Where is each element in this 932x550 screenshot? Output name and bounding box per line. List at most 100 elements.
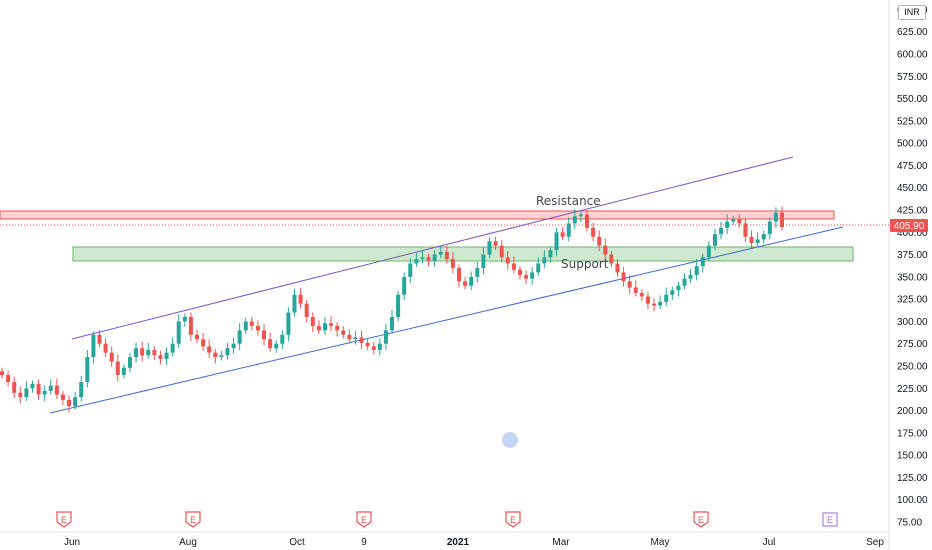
svg-text:E: E <box>510 515 516 525</box>
candle-body <box>85 357 90 383</box>
candle-body <box>585 214 589 228</box>
candle-body <box>60 394 65 400</box>
candle-body <box>658 301 663 306</box>
candle-body <box>30 383 35 389</box>
candle-body <box>493 241 498 246</box>
candle-body <box>609 254 614 264</box>
candle-body <box>0 371 4 375</box>
price-tick-label: 425.00 <box>897 206 928 217</box>
time-tick-label: Oct <box>289 537 305 548</box>
candle-body <box>499 245 504 258</box>
earnings-marker[interactable]: E <box>56 511 72 528</box>
candle-body <box>414 259 419 264</box>
price-tick-label: 175.00 <box>897 428 928 439</box>
candle-body <box>712 234 717 246</box>
support-label[interactable]: Support <box>561 257 609 271</box>
resistance-zone[interactable] <box>0 210 835 220</box>
candle-body <box>298 294 303 304</box>
candle-body <box>152 349 157 356</box>
candle-body <box>737 218 742 224</box>
candle-body <box>188 316 193 335</box>
price-tick-label: 350.00 <box>897 272 928 283</box>
currency-badge[interactable]: INR <box>898 5 926 20</box>
candle-body <box>432 254 437 261</box>
time-tick-label: Jul <box>763 537 776 548</box>
candle-body <box>146 349 151 356</box>
price-tick-label: 500.00 <box>897 139 928 150</box>
candle-body <box>420 257 425 260</box>
candle-body <box>42 390 47 395</box>
candle-body <box>578 214 583 217</box>
candle-body <box>127 357 132 368</box>
candle-body <box>121 367 126 375</box>
candle-body <box>700 257 705 267</box>
candle-body <box>243 321 248 331</box>
earnings-marker[interactable]: E <box>505 511 521 528</box>
price-tick-label: 550.00 <box>897 94 928 105</box>
price-tick-label: 450.00 <box>897 183 928 194</box>
earnings-marker[interactable]: E <box>356 511 372 528</box>
candle-body <box>548 250 553 258</box>
candle-body <box>682 278 687 286</box>
candle-body <box>688 275 693 279</box>
candle-body <box>335 325 340 331</box>
candle-body <box>359 337 364 343</box>
candle-body <box>670 290 675 295</box>
candle-body <box>91 334 96 358</box>
candle-body <box>481 254 486 268</box>
candle-body <box>329 323 334 326</box>
support-zone[interactable] <box>72 246 854 262</box>
candle-body <box>426 257 431 261</box>
future-earnings-marker[interactable]: E <box>822 512 838 527</box>
candle-body <box>103 343 108 353</box>
upper-channel-line[interactable] <box>71 156 794 340</box>
candle-body <box>396 294 401 317</box>
price-tick-label: 100.00 <box>897 495 928 506</box>
earnings-marker[interactable]: E <box>185 511 201 528</box>
price-tick-label: 600.00 <box>897 50 928 61</box>
candle-body <box>268 339 273 349</box>
svg-text:E: E <box>361 515 367 525</box>
candle-body <box>517 269 522 276</box>
price-tick-label: 325.00 <box>897 295 928 306</box>
price-tick-label: 225.00 <box>897 384 928 395</box>
candle-body <box>652 303 657 306</box>
price-tick-label: 475.00 <box>897 161 928 172</box>
resistance-label[interactable]: Resistance <box>536 194 601 208</box>
candle-body <box>280 334 285 344</box>
time-axis[interactable]: Jun Aug Oct 9 2021 Mar May Jul Sep <box>64 537 884 548</box>
candle-body <box>530 272 535 279</box>
candle-body <box>694 266 699 276</box>
time-tick-label: Jun <box>64 537 80 548</box>
price-tick-label: 75.00 <box>897 518 922 529</box>
candle-body <box>249 321 254 326</box>
candle-body <box>457 267 462 282</box>
candle-body <box>304 303 309 317</box>
candle-body <box>18 392 23 398</box>
candle-body <box>749 236 754 243</box>
candle-body <box>566 223 571 237</box>
candle-body <box>292 294 297 313</box>
candle-body <box>560 232 565 237</box>
candle-body <box>262 330 267 340</box>
candle-body <box>170 343 175 353</box>
price-axis[interactable]: 650.00625.00600.00575.00550.00525.00500.… <box>897 5 928 529</box>
candle-body <box>353 337 358 340</box>
candle-body <box>524 275 529 279</box>
candle-body <box>591 227 596 237</box>
candle-body <box>621 272 626 282</box>
candle-body <box>255 325 260 331</box>
candle-body <box>664 294 669 302</box>
time-tick-label: Aug <box>179 537 197 548</box>
candle-body <box>67 399 72 407</box>
lower-channel-line[interactable] <box>49 226 844 414</box>
earnings-marker[interactable]: E <box>693 511 709 528</box>
candle-body <box>231 343 236 349</box>
candle-body <box>469 276 474 286</box>
candle-body <box>237 330 242 344</box>
candle-body <box>79 382 84 398</box>
candle-body <box>158 355 163 359</box>
candle-body <box>444 251 449 260</box>
